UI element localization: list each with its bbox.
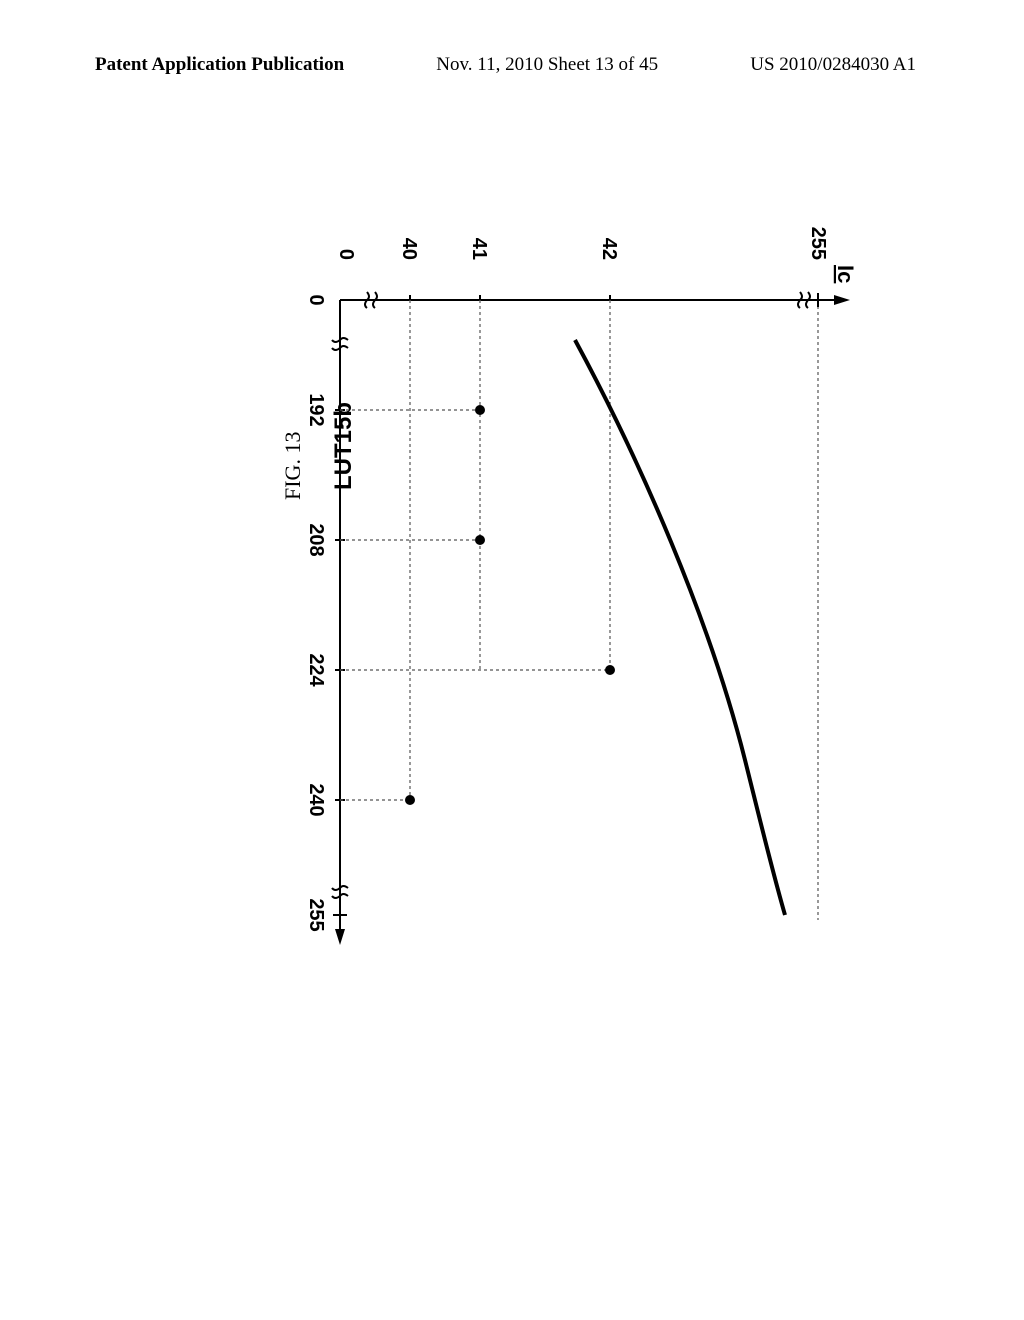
svg-text:0: 0 (305, 294, 327, 305)
svg-text:255: 255 (807, 227, 829, 260)
svg-text:40: 40 (398, 238, 420, 260)
y-axis-label: Ic (833, 265, 858, 283)
svg-text:208: 208 (305, 523, 327, 556)
header-mid: Nov. 11, 2010 Sheet 13 of 45 (436, 54, 658, 76)
header-right: US 2010/0284030 A1 (750, 54, 916, 76)
lut-chart: Ic 255 42 41 40 0 0 192 208 224 240 255 (220, 200, 900, 980)
header-left: Patent Application Publication (95, 54, 344, 76)
svg-text:42: 42 (598, 238, 620, 260)
svg-text:224: 224 (305, 653, 327, 687)
svg-text:0: 0 (335, 249, 357, 260)
svg-text:255: 255 (305, 898, 327, 931)
svg-text:192: 192 (305, 393, 327, 426)
page-header: Patent Application Publication Nov. 11, … (0, 54, 1024, 76)
svg-text:240: 240 (305, 783, 327, 816)
svg-text:41: 41 (468, 238, 490, 260)
